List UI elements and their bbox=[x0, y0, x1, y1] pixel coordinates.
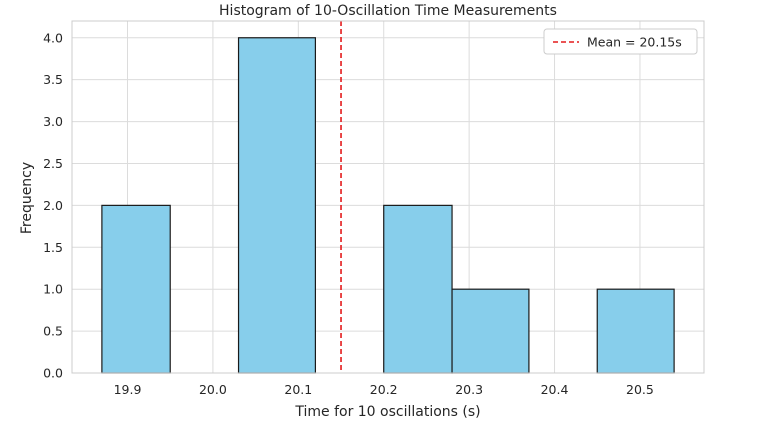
histogram-bar-7 bbox=[596, 288, 675, 374]
x-tick-label: 20.0 bbox=[199, 382, 227, 397]
x-tick-label: 20.4 bbox=[541, 382, 569, 397]
x-tick-label: 20.3 bbox=[455, 382, 483, 397]
y-tick-label: 2.5 bbox=[43, 156, 63, 171]
y-tick-label: 0.5 bbox=[43, 324, 63, 339]
x-tick-label: 20.5 bbox=[626, 382, 654, 397]
y-tick-label: 3.0 bbox=[43, 114, 63, 129]
histogram-bar-4 bbox=[383, 204, 453, 374]
x-tick-label: 20.1 bbox=[284, 382, 312, 397]
chart-title: Histogram of 10-Oscillation Time Measure… bbox=[219, 3, 557, 19]
y-tick-label: 1.0 bbox=[43, 282, 63, 297]
histogram-bars bbox=[101, 37, 675, 374]
plot-frame bbox=[71, 20, 705, 374]
x-axis-ticks: 19.9 20.0 20.1 20.2 20.3 20.4 20.5 bbox=[114, 382, 654, 397]
x-tick-label: 19.9 bbox=[114, 382, 142, 397]
histogram-bar-0 bbox=[101, 204, 171, 374]
histogram-bar-2 bbox=[237, 37, 317, 374]
y-tick-label: 1.5 bbox=[43, 240, 63, 255]
legend-mean-label: Mean = 20.15s bbox=[587, 35, 682, 50]
x-tick-label: 20.2 bbox=[370, 382, 398, 397]
y-tick-label: 3.5 bbox=[43, 72, 63, 87]
y-axis-label: Frequency bbox=[19, 162, 35, 234]
y-tick-label: 2.0 bbox=[43, 198, 63, 213]
y-tick-label: 4.0 bbox=[43, 30, 63, 45]
x-axis-label: Time for 10 oscillations (s) bbox=[294, 404, 480, 420]
y-axis-ticks: 0.0 0.5 1.0 1.5 2.0 2.5 3.0 3.5 4.0 bbox=[43, 30, 63, 380]
histogram-bar-5 bbox=[451, 288, 530, 374]
y-tick-label: 0.0 bbox=[43, 366, 63, 381]
legend: Mean = 20.15s bbox=[543, 28, 698, 55]
legend-box bbox=[543, 28, 698, 55]
